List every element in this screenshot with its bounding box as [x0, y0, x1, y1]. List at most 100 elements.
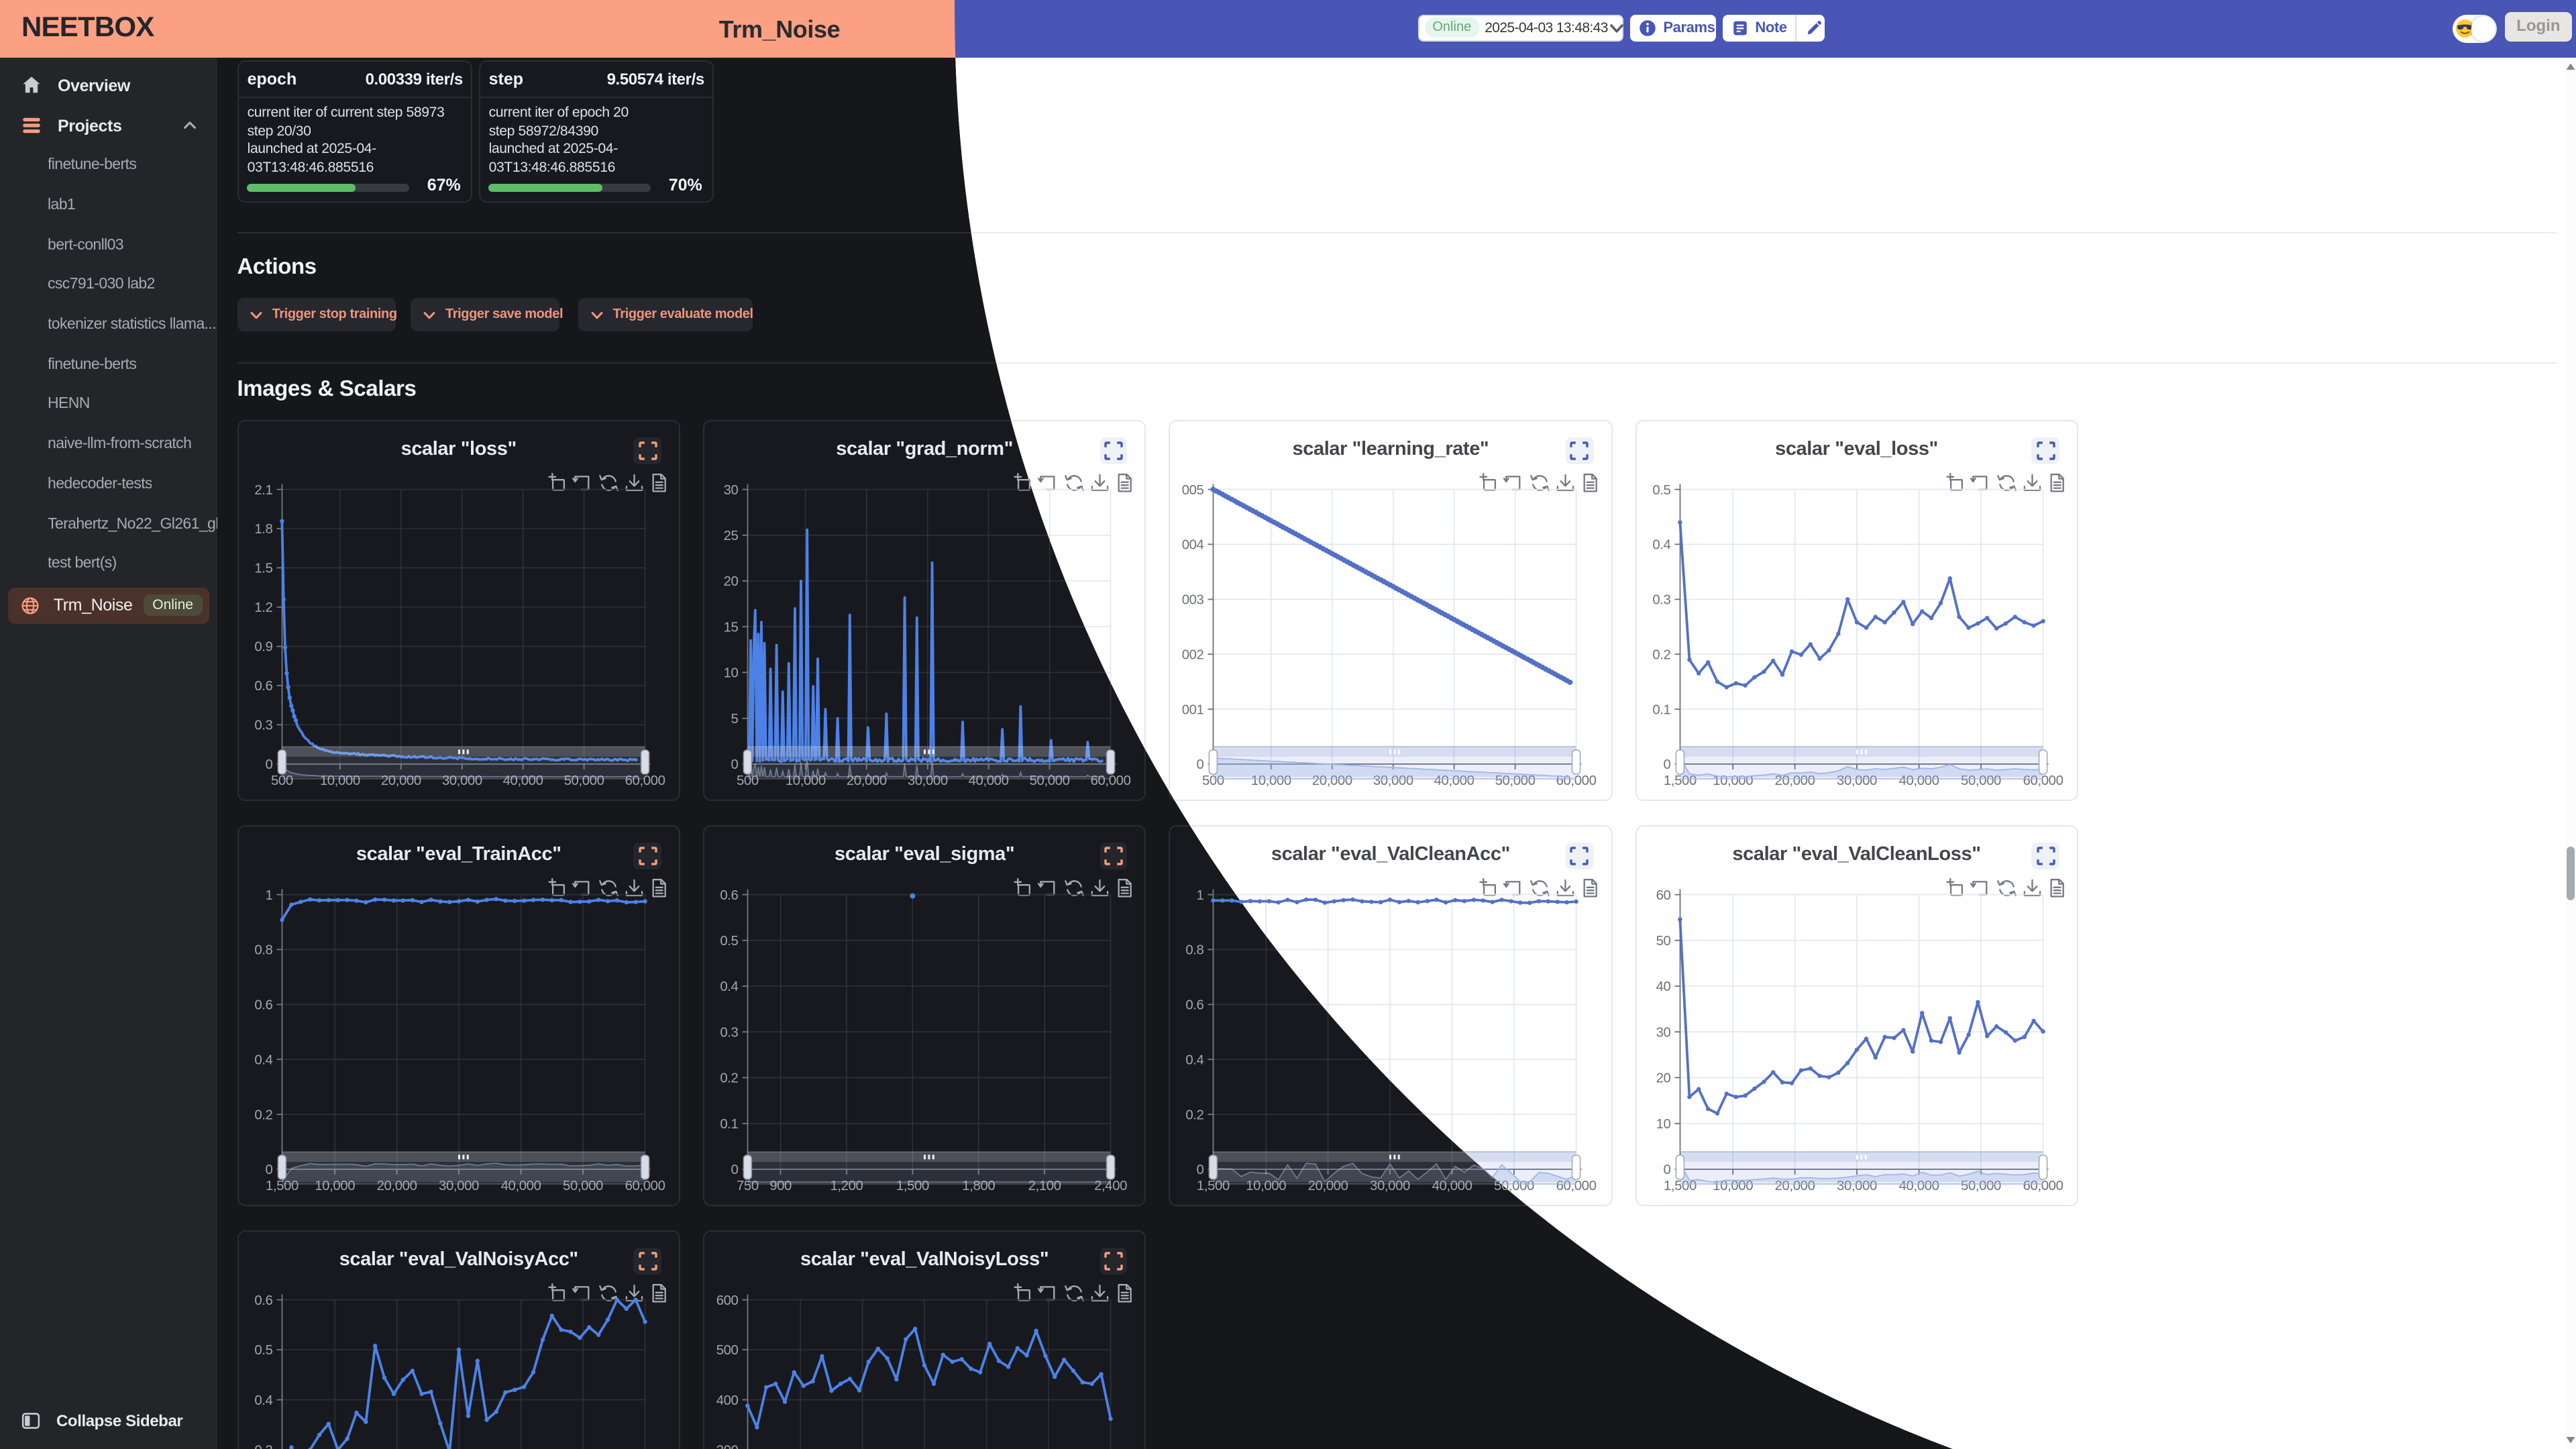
svg-text:0.5: 0.5	[1652, 483, 1670, 498]
svg-text:1: 1	[1197, 888, 1204, 903]
svg-text:0.4: 0.4	[254, 1053, 272, 1068]
svg-text:30: 30	[1656, 1026, 1670, 1040]
svg-text:1,500: 1,500	[1663, 1179, 1696, 1193]
svg-text:20,000: 20,000	[1774, 773, 1815, 788]
svg-text:10: 10	[1656, 1117, 1670, 1132]
svg-text:10: 10	[724, 666, 739, 681]
svg-text:20,000: 20,000	[847, 773, 887, 788]
svg-text:30,000: 30,000	[1836, 1179, 1876, 1193]
svg-text:500: 500	[716, 1344, 739, 1358]
svg-text:50,000: 50,000	[563, 1179, 603, 1193]
svg-text:20: 20	[724, 574, 739, 589]
svg-text:0.1: 0.1	[1652, 702, 1670, 717]
svg-text:10,000: 10,000	[1713, 1179, 1753, 1193]
svg-text:0.5: 0.5	[720, 934, 738, 949]
svg-text:50,000: 50,000	[1960, 773, 2000, 788]
svg-text:0: 0	[1663, 1163, 1670, 1177]
svg-text:30: 30	[724, 483, 739, 498]
svg-text:0: 0	[1197, 757, 1204, 772]
svg-text:50,000: 50,000	[1495, 773, 1536, 788]
svg-text:1,500: 1,500	[1197, 1179, 1230, 1193]
svg-text:500: 500	[271, 773, 293, 788]
svg-text:10,000: 10,000	[1252, 773, 1292, 788]
svg-text:60: 60	[1656, 888, 1670, 903]
svg-text:0.6: 0.6	[254, 679, 272, 694]
svg-text:0.5: 0.5	[254, 1344, 272, 1358]
svg-text:20,000: 20,000	[376, 1179, 417, 1193]
svg-text:10,000: 10,000	[786, 773, 826, 788]
svg-text:20,000: 20,000	[1774, 1179, 1815, 1193]
svg-text:0.4: 0.4	[254, 1393, 272, 1408]
svg-text:40,000: 40,000	[502, 773, 543, 788]
svg-text:60,000: 60,000	[2023, 773, 2063, 788]
svg-text:40,000: 40,000	[500, 1179, 541, 1193]
svg-text:001: 001	[1182, 702, 1204, 717]
svg-text:10,000: 10,000	[1246, 1179, 1287, 1193]
svg-text:30,000: 30,000	[1836, 773, 1876, 788]
svg-text:0.6: 0.6	[720, 888, 738, 903]
svg-text:0.6: 0.6	[254, 998, 272, 1013]
svg-text:750: 750	[737, 1179, 759, 1193]
svg-text:10,000: 10,000	[315, 1179, 355, 1193]
svg-text:25: 25	[724, 529, 739, 543]
svg-text:50,000: 50,000	[1960, 1179, 2000, 1193]
svg-text:500: 500	[737, 773, 759, 788]
svg-text:1.2: 1.2	[254, 600, 272, 615]
svg-text:600: 600	[716, 1293, 739, 1308]
svg-text:400: 400	[716, 1393, 739, 1408]
svg-text:300: 300	[716, 1444, 739, 1449]
svg-text:0.4: 0.4	[720, 979, 738, 994]
svg-text:60,000: 60,000	[625, 1179, 665, 1193]
svg-text:20: 20	[1656, 1071, 1670, 1086]
svg-text:005: 005	[1182, 483, 1204, 498]
svg-text:0.6: 0.6	[254, 1293, 272, 1308]
svg-text:10,000: 10,000	[319, 773, 360, 788]
svg-text:0.2: 0.2	[720, 1071, 738, 1086]
svg-text:40,000: 40,000	[1434, 773, 1474, 788]
svg-text:0: 0	[1197, 1163, 1204, 1177]
svg-text:0.8: 0.8	[254, 943, 272, 958]
svg-text:1,200: 1,200	[830, 1179, 863, 1193]
svg-text:0.4: 0.4	[1652, 538, 1670, 553]
svg-text:0.8: 0.8	[1186, 943, 1204, 958]
svg-text:0: 0	[731, 1163, 739, 1177]
svg-text:40,000: 40,000	[1898, 1179, 1939, 1193]
svg-text:1.5: 1.5	[254, 561, 272, 576]
svg-text:40,000: 40,000	[1432, 1179, 1472, 1193]
svg-text:0.3: 0.3	[720, 1026, 738, 1040]
svg-text:30,000: 30,000	[439, 1179, 479, 1193]
svg-text:0.2: 0.2	[1186, 1108, 1204, 1123]
svg-text:50,000: 50,000	[1030, 773, 1070, 788]
svg-text:0.9: 0.9	[254, 640, 272, 655]
svg-text:003: 003	[1182, 592, 1204, 607]
svg-text:1,500: 1,500	[1663, 773, 1696, 788]
svg-text:60,000: 60,000	[625, 773, 665, 788]
svg-text:30,000: 30,000	[1374, 773, 1414, 788]
svg-text:60,000: 60,000	[1556, 1179, 1597, 1193]
svg-text:2.1: 2.1	[254, 483, 272, 498]
svg-text:30,000: 30,000	[441, 773, 482, 788]
svg-text:20,000: 20,000	[380, 773, 421, 788]
svg-text:0.3: 0.3	[1652, 592, 1670, 607]
svg-text:0.4: 0.4	[1186, 1053, 1204, 1068]
svg-text:1: 1	[265, 888, 272, 903]
svg-text:004: 004	[1182, 538, 1204, 553]
svg-text:60,000: 60,000	[2023, 1179, 2063, 1193]
svg-text:900: 900	[769, 1179, 792, 1193]
svg-text:40,000: 40,000	[1898, 773, 1939, 788]
svg-text:0.3: 0.3	[254, 718, 272, 733]
svg-text:50,000: 50,000	[564, 773, 604, 788]
svg-text:0.3: 0.3	[254, 1444, 272, 1449]
svg-text:60,000: 60,000	[1091, 773, 1131, 788]
svg-text:15: 15	[724, 620, 739, 635]
svg-text:0.6: 0.6	[1186, 998, 1204, 1013]
svg-text:20,000: 20,000	[1313, 773, 1353, 788]
svg-text:0: 0	[265, 1163, 272, 1177]
svg-text:0.1: 0.1	[720, 1117, 738, 1132]
svg-text:5: 5	[731, 712, 739, 727]
svg-text:500: 500	[1203, 773, 1225, 788]
svg-text:40: 40	[1656, 979, 1670, 994]
svg-text:0: 0	[1663, 757, 1670, 772]
svg-text:2,100: 2,100	[1028, 1179, 1061, 1193]
svg-text:0: 0	[731, 757, 739, 772]
